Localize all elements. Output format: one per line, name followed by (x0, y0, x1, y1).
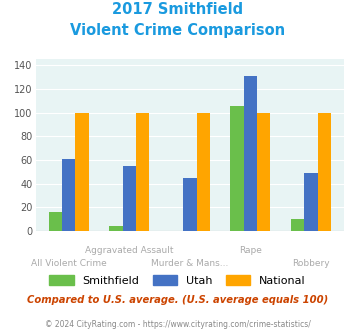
Bar (304, 173, 318, 231)
Text: Compared to U.S. average. (U.S. average equals 100): Compared to U.S. average. (U.S. average … (27, 295, 328, 305)
Bar (291, 219, 304, 231)
Text: 2017 Smithfield: 2017 Smithfield (112, 2, 243, 16)
Bar (318, 113, 331, 231)
Text: Aggravated Assault: Aggravated Assault (85, 246, 174, 255)
Bar (62, 159, 76, 231)
Legend: Smithfield, Utah, National: Smithfield, Utah, National (46, 271, 309, 289)
Text: Rape: Rape (239, 246, 262, 255)
Bar (123, 166, 136, 231)
Bar (230, 106, 244, 231)
Bar (197, 113, 210, 231)
Bar (257, 113, 271, 231)
Bar (183, 178, 197, 231)
Bar (49, 212, 62, 231)
Text: Violent Crime Comparison: Violent Crime Comparison (70, 23, 285, 38)
Text: Robbery: Robbery (292, 259, 330, 268)
Text: © 2024 CityRating.com - https://www.cityrating.com/crime-statistics/: © 2024 CityRating.com - https://www.city… (45, 320, 310, 329)
Bar (76, 113, 89, 231)
Text: Murder & Mans...: Murder & Mans... (151, 259, 229, 268)
Bar (136, 113, 149, 231)
Bar (244, 76, 257, 231)
Bar (109, 226, 123, 231)
Text: All Violent Crime: All Violent Crime (31, 259, 107, 268)
